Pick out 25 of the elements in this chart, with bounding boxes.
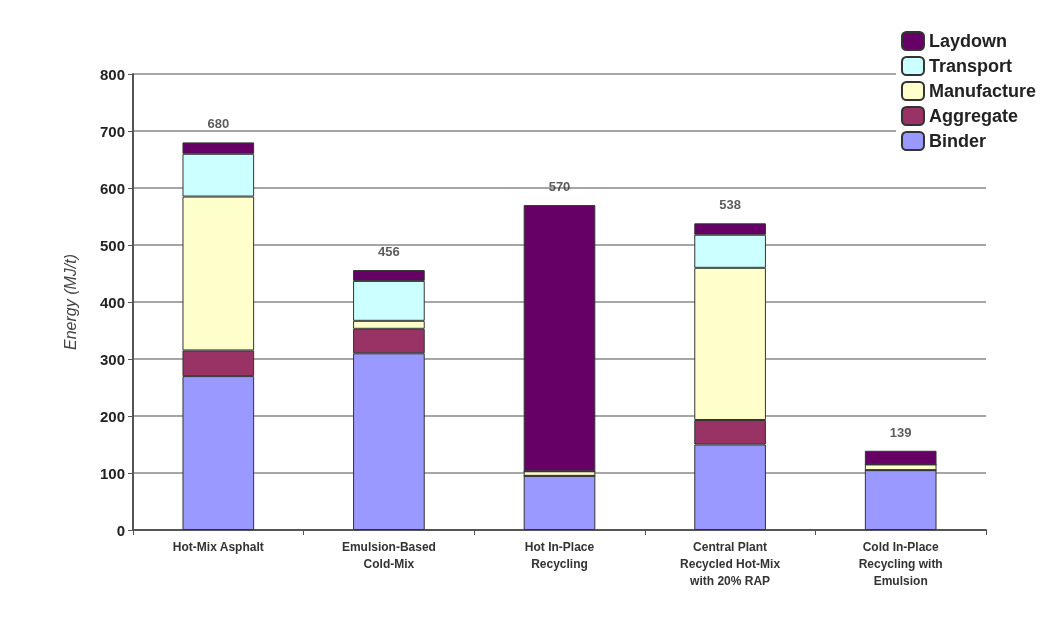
x-tick-label: Emulsion-Based Cold-Mix bbox=[341, 539, 436, 571]
legend-label: Aggregate bbox=[928, 106, 1018, 126]
y-tick-label: 800 bbox=[99, 65, 125, 83]
y-tick-label: 300 bbox=[99, 350, 125, 368]
x-tick-label: Cold In-Place Recycling with Emulsion bbox=[858, 539, 943, 588]
x-tick-label: Central Plant Recycled Hot-Mix with 20% RAP bbox=[680, 539, 781, 588]
legend-label: Binder bbox=[928, 131, 986, 151]
total-label: 456 bbox=[378, 244, 400, 260]
x-tick-label: Hot In-Place Recycling bbox=[524, 539, 595, 571]
y-tick-label: 600 bbox=[99, 179, 125, 197]
total-label: 570 bbox=[548, 179, 571, 195]
legend-label: Laydown bbox=[928, 31, 1007, 51]
legend-label: Manufacture bbox=[928, 81, 1036, 101]
total-label: 680 bbox=[207, 116, 230, 132]
total-label: 139 bbox=[889, 424, 912, 440]
y-tick-label: 700 bbox=[99, 122, 125, 140]
y-tick-label: 200 bbox=[99, 407, 125, 425]
y-axis-title: Energy (MJ/t) bbox=[61, 253, 79, 351]
y-tick-label: 0 bbox=[116, 521, 125, 539]
y-tick-label: 500 bbox=[99, 236, 125, 254]
x-tick-label: Hot-Mix Asphalt bbox=[172, 539, 264, 554]
y-tick-label: 400 bbox=[99, 293, 125, 311]
total-label: 538 bbox=[719, 197, 741, 213]
legend-label: Transport bbox=[928, 56, 1012, 76]
y-tick-label: 100 bbox=[99, 464, 125, 482]
